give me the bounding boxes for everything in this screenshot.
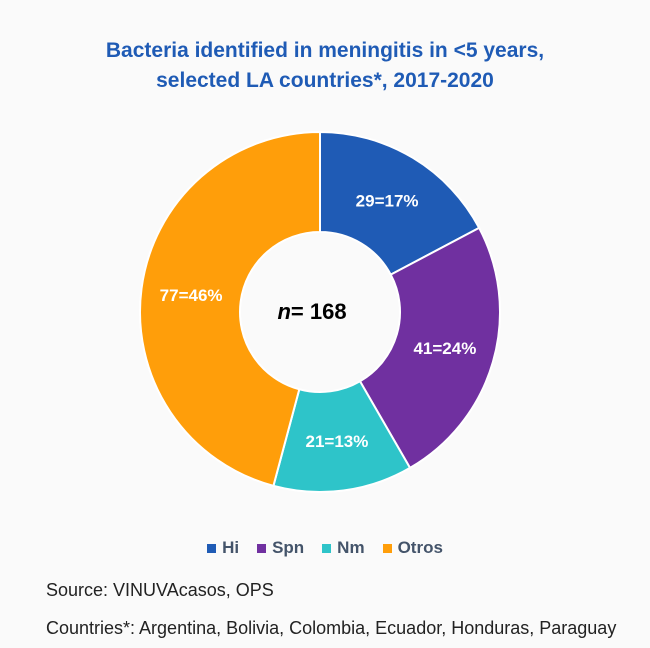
chart-title: Bacteria identified in meningitis in <5 … (0, 36, 650, 96)
legend-swatch (382, 543, 392, 553)
legend-swatch (257, 543, 267, 553)
legend-item-hi: Hi (207, 538, 239, 558)
legend-label: Otros (397, 538, 443, 557)
data-label: 29=17% (356, 192, 419, 211)
legend-swatch (207, 543, 217, 553)
legend-item-nm: Nm (322, 538, 365, 558)
legend: Hi Spn Nm Otros (0, 538, 650, 558)
center-label: n= 168 (277, 299, 346, 324)
data-label: 77=46% (160, 286, 223, 305)
slice-hi (319, 130, 481, 276)
source-note: Source: VINUVAcasos, OPS (46, 580, 274, 600)
legend-label: Spn (272, 538, 305, 557)
slice-otros (139, 130, 321, 488)
countries-note: Countries*: Argentina, Bolivia, Colombia… (46, 618, 617, 638)
data-label: 41=24% (413, 339, 476, 358)
title-line-1: Bacteria identified in meningitis in <5 … (105, 39, 545, 62)
donut-chart: 29=17% 41=24% 21=13% 77=46% n= 168 (139, 130, 501, 493)
title-line-2: selected LA countries*, 2017-2020 (156, 69, 494, 92)
legend-swatch (322, 543, 332, 553)
slice-spn (358, 226, 501, 470)
legend-item-otros: Otros (382, 538, 443, 558)
legend-item-spn: Spn (257, 538, 304, 558)
legend-label: Hi (222, 538, 240, 557)
data-label: 21=13% (306, 432, 369, 451)
legend-label: Nm (337, 538, 365, 557)
